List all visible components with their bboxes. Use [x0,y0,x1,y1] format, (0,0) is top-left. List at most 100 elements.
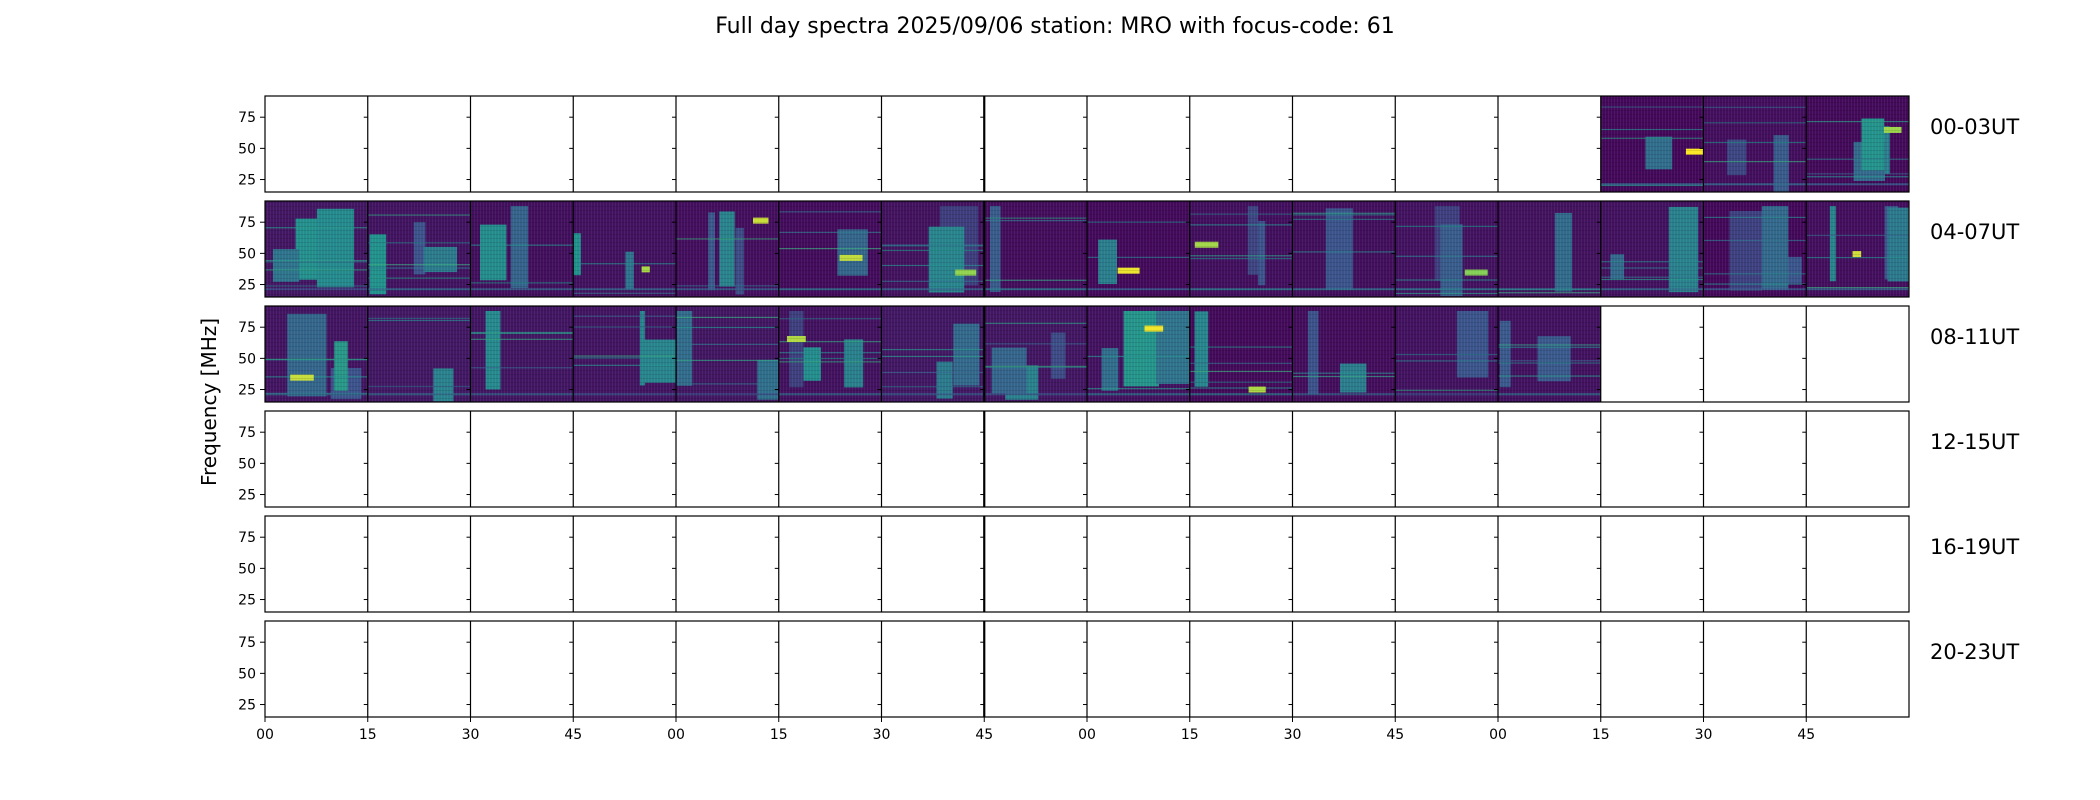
y-axis-label: Frequency [MHz] [197,318,221,486]
spectrogram-panel [1699,201,1807,297]
empty-panel [774,516,780,612]
spectrogram-panel [265,201,368,297]
spectrogram-panel [1288,201,1396,297]
y-tick-label: 25 [238,383,256,399]
empty-panel [363,411,369,507]
spectrogram-panel [1185,306,1293,402]
row-frame [264,95,1910,193]
empty-panel [1596,516,1602,612]
spectrogram-panel [1596,96,1712,192]
spectrogram-panel [1494,201,1601,297]
empty-panel [1391,411,1396,507]
spectrogram-panel [265,306,368,402]
empty-panel [672,621,677,717]
empty-panel [1185,516,1191,612]
empty-panel [1802,621,1807,717]
y-tick-label: 75 [238,530,256,546]
empty-panel [466,411,472,507]
spectrogram-panel [1802,201,1909,297]
empty-panel [1288,516,1294,612]
x-tick-label: 00 [1489,727,1507,743]
spectrogram-panel [1699,96,1807,192]
y-tick-label: 25 [238,173,256,189]
spectrogram-panel [877,201,985,297]
x-tick-label: 15 [1181,727,1199,743]
x-tick-label: 45 [1386,727,1404,743]
empty-panel [672,516,677,612]
x-tick-label: 45 [1797,727,1815,743]
empty-panel [1699,621,1705,717]
y-tick-label: 75 [238,320,256,336]
empty-panel [877,411,883,507]
y-tick-label: 50 [238,141,256,157]
empty-panel [1391,516,1396,612]
x-tick-label: 30 [462,727,480,743]
y-tick-label: 50 [238,561,256,577]
spectrogram-panel [1288,306,1396,402]
y-tick-label: 25 [238,698,256,714]
empty-panel [1083,411,1088,507]
x-tick-label: 15 [770,727,788,743]
spectra-row: 25 50 75 00-03UT [238,95,2019,193]
row-time-label: 20-23UT [1930,640,2019,664]
row-time-label: 00-03UT [1930,115,2019,139]
y-tick-label: 75 [238,110,256,126]
empty-panel [1391,621,1396,717]
spectrogram-panel [980,306,1087,402]
empty-panel [466,516,472,612]
empty-panel [1083,621,1088,717]
row-time-label: 08-11UT [1930,325,2019,349]
empty-panel [363,516,369,612]
empty-panel [774,621,780,717]
empty-panel [877,516,883,612]
empty-panel [1596,621,1602,717]
spectra-row: 25 50 75 12-15UT [238,410,2019,508]
empty-panel [569,516,574,612]
empty-panel [466,96,472,192]
spectra-row: 25 50 75 20-23UT [238,620,2019,718]
x-axis-ticks: 00 15 30 45 00 15 30 45 00 15 30 45 00 15 30 45 [256,717,1815,743]
spectra-row: 25 50 75 16-19UT [238,515,2019,613]
empty-panel [569,96,574,192]
spectrogram-panel [363,201,471,297]
x-tick-label: 30 [1284,727,1302,743]
spectrogram-panel [466,201,574,297]
spectrogram-panel [877,306,985,402]
empty-panel [1185,621,1191,717]
y-tick-label: 50 [238,666,256,682]
empty-panel [774,411,780,507]
x-tick-label: 15 [1592,727,1610,743]
y-tick-label: 50 [238,351,256,367]
empty-panel [877,96,883,192]
x-tick-label: 00 [667,727,685,743]
empty-panel [1494,621,1499,717]
spectrogram-panel [774,306,882,402]
y-tick-label: 25 [238,488,256,504]
row-frame [264,200,1910,298]
y-tick-label: 50 [238,456,256,472]
x-tick-label: 45 [564,727,582,743]
empty-panel [1596,306,1602,402]
empty-panel [1391,96,1396,192]
row-frame [264,410,1910,508]
spectrogram-panel [1596,201,1704,297]
spectra-row: 25 50 75 08-11UT [238,305,2019,403]
row-time-label: 16-19UT [1930,535,2019,559]
empty-panel [877,621,883,717]
spectrogram-panel [1391,306,1498,402]
spectrogram-panel [1494,306,1601,402]
x-tick-label: 15 [359,727,377,743]
spectrogram-panel [774,201,882,297]
empty-panel [672,96,677,192]
empty-panel [1494,516,1499,612]
spectrogram-panel [1185,201,1293,297]
empty-panel [466,621,472,717]
row-time-label: 04-07UT [1930,220,2019,244]
empty-panel [1802,411,1807,507]
y-tick-label: 75 [238,635,256,651]
empty-panel [672,411,677,507]
empty-panel [1494,411,1499,507]
figure-title: Full day spectra 2025/09/06 station: MRO… [715,14,1395,39]
